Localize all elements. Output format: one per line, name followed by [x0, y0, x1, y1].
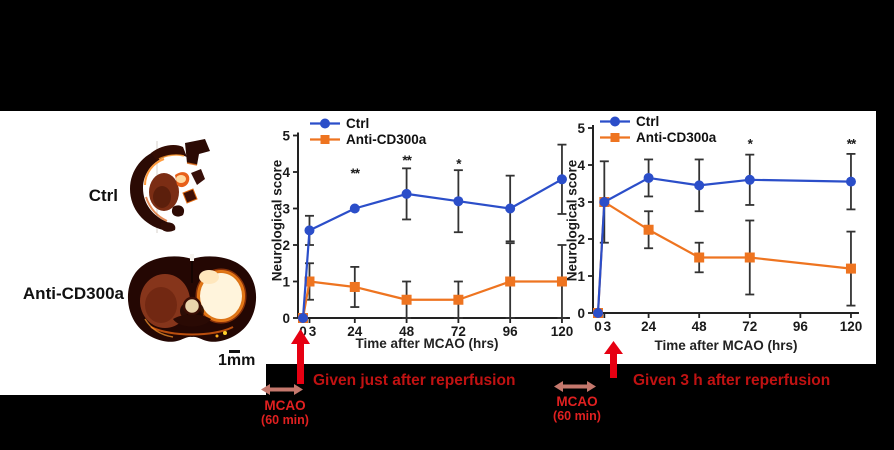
legend-item-Anti-CD300a: Anti-CD300a	[599, 130, 716, 145]
x-tick-label: 0	[594, 319, 602, 334]
right-chart-x-axis-label: Time after MCAO (hrs)	[654, 338, 798, 353]
data-point	[556, 276, 567, 287]
y-tick-label: 2	[577, 232, 585, 247]
series-line-Anti-CD300a	[301, 280, 562, 319]
legend-item-Ctrl: Ctrl	[599, 114, 716, 129]
x-tick-label: 3	[604, 319, 612, 334]
data-point	[304, 225, 315, 236]
right-chart-caption: Given 3 h after reperfusion	[633, 372, 831, 389]
data-point	[304, 276, 315, 287]
data-point	[744, 174, 755, 185]
mcao-label-left: MCAO (60 min)	[252, 398, 318, 428]
mcao-left-line2: (60 min)	[261, 413, 309, 427]
x-tick-label: 0	[299, 324, 307, 339]
anti-cd300a-brain-image	[127, 254, 257, 342]
reperfusion-up-arrow-right-icon	[604, 341, 623, 378]
y-tick-label: 3	[577, 195, 585, 210]
data-point	[845, 263, 856, 274]
mcao-duration-double-arrow-right-icon	[554, 381, 596, 392]
mcao-label-right: MCAO (60 min)	[544, 394, 610, 424]
right-chart-legend: Ctrl Anti-CD300a	[599, 114, 716, 145]
data-point	[593, 308, 603, 318]
y-tick-label: 4	[282, 165, 290, 180]
ctrl-brain-label: Ctrl	[88, 186, 118, 205]
y-tick-label: 0	[577, 306, 585, 321]
square-marker-icon	[310, 135, 340, 144]
data-point	[744, 252, 755, 263]
x-tick-label: 48	[399, 324, 415, 339]
legend-label: Anti-CD300a	[636, 130, 717, 145]
legend-item-Ctrl: Ctrl	[309, 116, 426, 131]
data-point	[845, 176, 856, 187]
data-point	[453, 196, 464, 207]
data-point	[643, 172, 654, 183]
left-chart-y-axis-label: Neurological score	[269, 159, 285, 282]
data-point	[556, 174, 567, 185]
significance-mark: **	[402, 153, 412, 168]
mcao-right-line1: MCAO	[556, 394, 598, 409]
significance-mark: **	[351, 166, 361, 181]
x-tick-label: 24	[347, 324, 363, 339]
significance-mark: **	[847, 137, 857, 152]
data-point	[599, 197, 610, 207]
significance-mark: *	[748, 137, 754, 152]
y-tick-label: 2	[282, 238, 290, 253]
circle-marker-icon	[310, 118, 340, 129]
square-marker-icon	[600, 133, 630, 142]
y-tick-label: 4	[577, 158, 585, 173]
x-tick-label: 3	[309, 324, 317, 339]
right-chart-y-axis-label: Neurological score	[564, 159, 580, 282]
mcao-right-line2: (60 min)	[553, 409, 601, 423]
data-point	[505, 203, 516, 214]
x-tick-label: 48	[692, 319, 708, 334]
data-point	[694, 180, 705, 191]
data-point	[401, 188, 412, 199]
anti-cd300a-brain-label: Anti-CD300a	[22, 284, 124, 303]
x-tick-label: 72	[451, 324, 466, 339]
data-point	[505, 276, 516, 287]
x-tick-label: 72	[742, 319, 757, 334]
legend-label: Ctrl	[636, 114, 660, 129]
ctrl-brain-image	[130, 139, 210, 233]
data-point	[643, 224, 654, 235]
circle-marker-icon	[600, 116, 630, 127]
mcao-duration-double-arrow-left-icon	[261, 384, 303, 395]
data-point	[453, 294, 464, 305]
x-tick-label: 24	[641, 319, 657, 334]
y-tick-label: 1	[282, 274, 290, 289]
y-tick-label: 0	[282, 311, 290, 326]
data-point	[694, 252, 705, 263]
y-tick-label: 5	[577, 121, 585, 136]
x-tick-label: 96	[503, 324, 519, 339]
data-point	[401, 294, 412, 305]
x-tick-label: 120	[840, 319, 863, 334]
scale-bar-label: 1mm	[218, 352, 256, 369]
x-tick-label: 120	[551, 324, 574, 339]
legend-label: Anti-CD300a	[346, 132, 427, 147]
reperfusion-up-arrow-left-icon	[291, 329, 310, 384]
y-tick-label: 3	[282, 201, 290, 216]
scale-bar	[229, 350, 240, 353]
left-chart-legend: Ctrl Anti-CD300a	[309, 116, 426, 147]
series-line-Ctrl	[301, 178, 563, 319]
y-tick-label: 1	[577, 269, 585, 284]
legend-label: Ctrl	[346, 116, 370, 131]
y-tick-label: 5	[282, 128, 290, 143]
brain-panel-extension	[0, 364, 266, 395]
significance-mark: *	[456, 157, 462, 172]
legend-item-Anti-CD300a: Anti-CD300a	[309, 132, 426, 147]
left-chart-caption: Given just after reperfusion	[313, 372, 516, 389]
data-point	[349, 281, 360, 292]
left-chart-x-axis-label: Time after MCAO (hrs)	[355, 336, 499, 351]
data-point	[298, 313, 308, 323]
data-point	[349, 203, 360, 214]
series-line-Ctrl	[596, 176, 851, 314]
series-line-Anti-CD300a	[596, 200, 852, 314]
mcao-left-line1: MCAO	[264, 398, 306, 413]
x-tick-label: 96	[793, 319, 809, 334]
